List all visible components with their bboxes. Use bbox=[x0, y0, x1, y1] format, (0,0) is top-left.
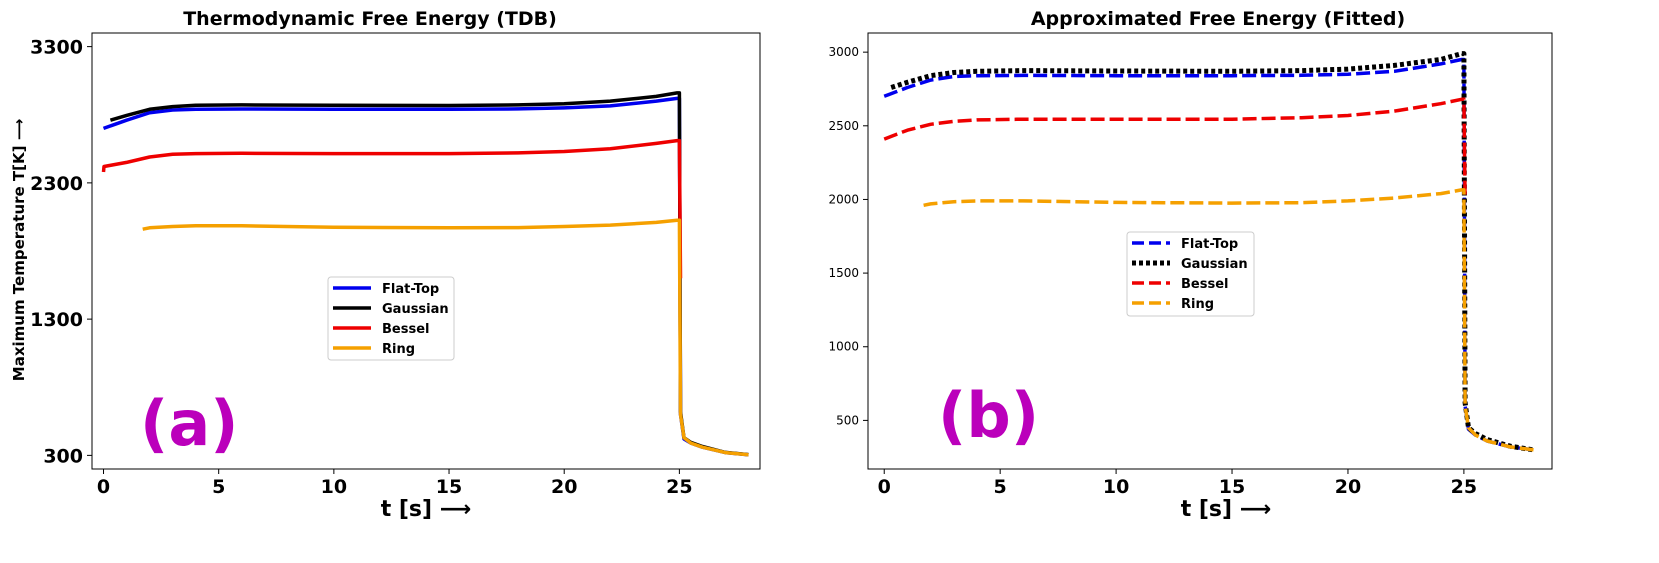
legend-label: Bessel bbox=[1181, 277, 1228, 292]
legend-label: Gaussian bbox=[1181, 257, 1248, 272]
x-tick-label: 10 bbox=[1103, 476, 1129, 498]
chart-title: Approximated Free Energy (Fitted) bbox=[1031, 8, 1405, 30]
legend-label: Bessel bbox=[382, 322, 429, 337]
panel-label: (b) bbox=[938, 379, 1039, 452]
y-tick-label: 3000 bbox=[828, 45, 859, 59]
chart-panel-b: Approximated Free Energy (Fitted) 0 5 10 15… bbox=[828, 8, 1553, 522]
series-line-ring bbox=[923, 188, 1534, 452]
chart-panel-a: Thermodynamic Free Energy (TDB) 0 5 10 15 20… bbox=[10, 8, 761, 522]
y-axis-label: Maximum Temperature T[K] ⟶ bbox=[10, 119, 28, 381]
x-tick-label: 15 bbox=[1219, 476, 1245, 498]
y-tick-label: 2300 bbox=[30, 173, 83, 195]
panel-label: (a) bbox=[140, 387, 239, 460]
y-tick-label: 1000 bbox=[828, 340, 859, 354]
x-tick-label: 0 bbox=[878, 476, 891, 498]
axes-frame bbox=[91, 32, 761, 470]
x-tick-label: 25 bbox=[1451, 476, 1477, 498]
legend-label: Gaussian bbox=[382, 302, 449, 317]
x-tick-label: 20 bbox=[551, 476, 577, 498]
series-line-bessel bbox=[883, 97, 1467, 200]
plot-area bbox=[883, 51, 1534, 453]
x-tick-label: 10 bbox=[321, 476, 347, 498]
legend-label: Flat-Top bbox=[1181, 237, 1238, 252]
x-tick-label: 20 bbox=[1335, 476, 1361, 498]
y-tick-label: 1500 bbox=[828, 266, 859, 280]
x-tick-label: 25 bbox=[666, 476, 692, 498]
y-tick-label: 3300 bbox=[30, 37, 83, 59]
axes-frame bbox=[867, 32, 1553, 470]
chart-title: Thermodynamic Free Energy (TDB) bbox=[183, 8, 557, 30]
x-axis-label: t [s] ⟶ bbox=[1181, 497, 1272, 522]
y-tick-label: 1300 bbox=[30, 309, 83, 331]
series-line-bessel bbox=[101, 138, 683, 279]
y-tick-label: 300 bbox=[43, 445, 83, 467]
x-tick-label: 5 bbox=[212, 476, 225, 498]
x-tick-label: 15 bbox=[436, 476, 462, 498]
legend-frame bbox=[327, 276, 455, 361]
legend-label: Flat-Top bbox=[382, 282, 439, 297]
x-axis-label: t [s] ⟶ bbox=[381, 497, 472, 522]
legend-label: Ring bbox=[1181, 297, 1214, 312]
legend: Flat-Top Gaussian Bessel Ring bbox=[1126, 231, 1255, 317]
y-tick-label: 500 bbox=[836, 413, 859, 427]
tick-group: 0 5 10 15 20 25 500 1000 1500 2000 2500 3000 bbox=[828, 45, 1477, 498]
tick-group: 0 5 10 15 20 25 300 1300 2300 3300 bbox=[30, 37, 692, 498]
y-tick-label: 2500 bbox=[828, 119, 859, 133]
plot-area bbox=[101, 91, 749, 457]
x-tick-label: 0 bbox=[97, 476, 110, 498]
legend-frame bbox=[1126, 231, 1255, 317]
series-line-ring bbox=[142, 218, 749, 457]
y-tick-label: 2000 bbox=[828, 192, 859, 206]
legend-label: Ring bbox=[382, 342, 415, 357]
legend: Flat-Top Gaussian Bessel Ring bbox=[327, 276, 455, 361]
x-tick-label: 5 bbox=[994, 476, 1007, 498]
